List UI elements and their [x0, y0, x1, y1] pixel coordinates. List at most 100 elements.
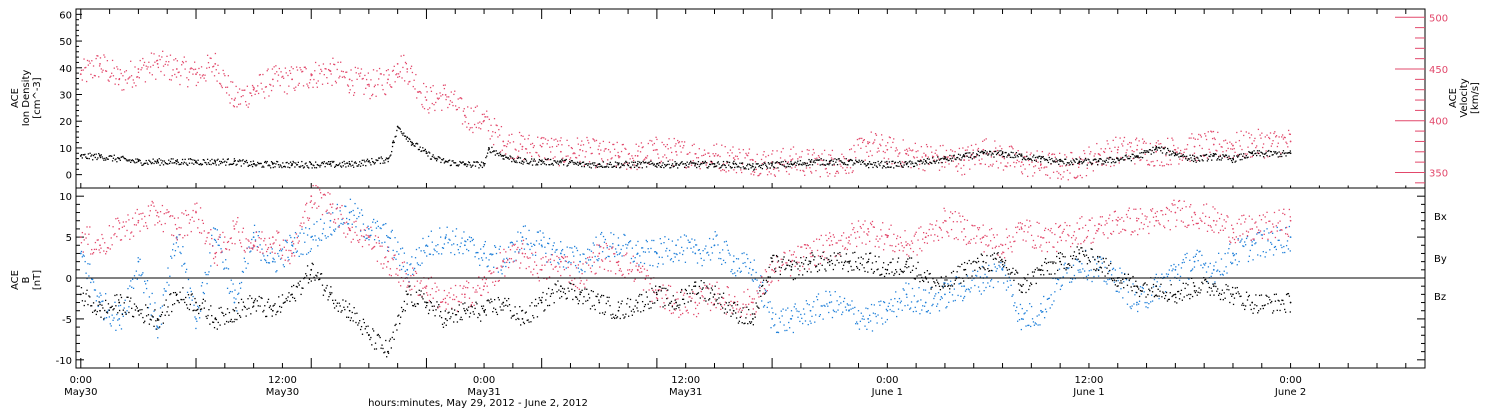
- data-point: [613, 148, 616, 150]
- data-point: [1211, 131, 1213, 133]
- data-point: [372, 221, 374, 223]
- data-point: [322, 228, 325, 230]
- data-point: [944, 156, 947, 158]
- data-point: [1123, 159, 1126, 161]
- data-point: [958, 158, 961, 160]
- data-point: [1075, 258, 1077, 261]
- data-point: [991, 270, 994, 272]
- data-point: [528, 163, 530, 165]
- data-point: [824, 305, 826, 307]
- data-point: [372, 161, 375, 163]
- data-point: [570, 160, 573, 162]
- data-point: [1235, 160, 1237, 162]
- data-point: [377, 159, 379, 161]
- data-point: [1125, 154, 1127, 156]
- data-point: [453, 243, 455, 245]
- data-point: [442, 247, 445, 249]
- data-point: [878, 301, 880, 303]
- data-point: [1236, 131, 1238, 134]
- data-point: [872, 166, 874, 169]
- data-point: [1197, 259, 1199, 262]
- data-point: [620, 163, 623, 165]
- data-point: [951, 294, 954, 296]
- data-point: [1061, 160, 1063, 162]
- data-value-point: [252, 88, 255, 91]
- data-point: [840, 165, 842, 167]
- data-value-point: [463, 114, 466, 117]
- data-point: [833, 163, 835, 165]
- data-point: [462, 287, 464, 290]
- data-point: [1142, 142, 1145, 144]
- data-point: [194, 68, 197, 70]
- data-point: [603, 150, 605, 152]
- data-point: [1137, 303, 1140, 305]
- data-point: [986, 276, 988, 278]
- data-point: [353, 162, 356, 164]
- data-point: [469, 305, 472, 308]
- data-point: [376, 159, 378, 162]
- data-point: [986, 152, 988, 154]
- data-point: [255, 231, 258, 233]
- data-point: [150, 314, 152, 316]
- data-point: [1072, 159, 1075, 161]
- data-point: [887, 305, 889, 308]
- data-point: [454, 235, 457, 237]
- data-point: [844, 163, 846, 166]
- data-point: [409, 80, 411, 83]
- data-point: [267, 246, 270, 249]
- data-point: [198, 317, 201, 319]
- data-point: [794, 303, 796, 305]
- data-point: [1172, 139, 1174, 141]
- data-point: [256, 245, 258, 248]
- data-point: [933, 159, 935, 161]
- data-point: [1120, 156, 1122, 159]
- data-point: [705, 245, 707, 247]
- data-point: [1117, 159, 1120, 161]
- data-point: [176, 60, 179, 62]
- data-point: [565, 155, 567, 157]
- data-point: [342, 223, 344, 225]
- data-point: [406, 286, 408, 288]
- data-point: [677, 142, 680, 144]
- data-point: [331, 206, 333, 208]
- data-point: [711, 252, 714, 254]
- data-point: [142, 212, 144, 214]
- data-point: [103, 319, 105, 321]
- data-point: [851, 171, 853, 174]
- data-point: [836, 163, 839, 166]
- data-point: [1192, 160, 1195, 163]
- data-point: [502, 265, 504, 268]
- data-point: [962, 299, 964, 302]
- data-value-point: [329, 219, 332, 222]
- data-point: [387, 160, 389, 163]
- data-point: [469, 240, 472, 243]
- data-point: [1172, 268, 1174, 270]
- data-point: [492, 143, 495, 146]
- data-point: [868, 321, 870, 324]
- data-point: [1203, 155, 1205, 157]
- data-point: [111, 160, 114, 162]
- data-point: [972, 152, 974, 154]
- data-point: [1020, 328, 1023, 331]
- data-point: [798, 163, 800, 166]
- data-point: [877, 147, 879, 149]
- data-point: [682, 147, 684, 149]
- data-point: [750, 173, 752, 175]
- data-point: [440, 301, 442, 303]
- data-point: [348, 218, 351, 221]
- data-point: [1056, 282, 1058, 285]
- data-point: [1173, 152, 1175, 154]
- data-point: [480, 294, 482, 296]
- data-point: [461, 293, 463, 295]
- data-point: [770, 162, 772, 164]
- data-point: [673, 137, 675, 140]
- data-point: [438, 253, 440, 255]
- data-point: [1287, 248, 1290, 250]
- data-point: [1053, 160, 1056, 162]
- data-point: [668, 238, 670, 240]
- data-point: [180, 75, 182, 77]
- data-point: [822, 318, 824, 320]
- data-point: [870, 131, 872, 133]
- data-point: [742, 166, 745, 168]
- data-point: [518, 150, 520, 152]
